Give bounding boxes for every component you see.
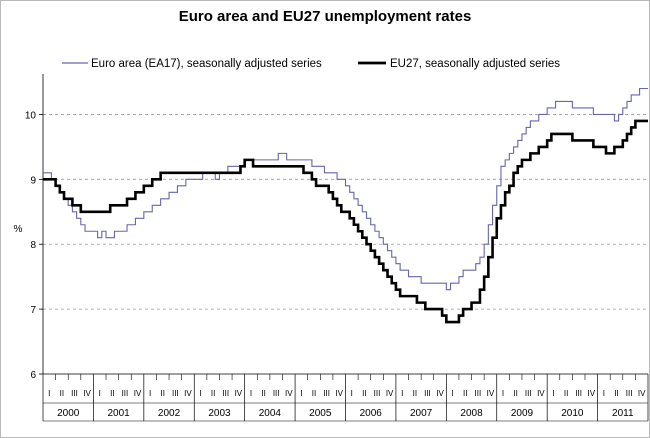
quarter-label: II: [362, 389, 366, 398]
quarter-label: I: [401, 389, 403, 398]
quarter-label: IV: [436, 389, 444, 398]
y-tick-label: 10: [25, 110, 37, 121]
quarter-label: IV: [588, 389, 596, 398]
quarter-label: I: [452, 389, 454, 398]
year-label: 2010: [561, 408, 584, 419]
year-label: 2000: [57, 408, 80, 419]
year-label: 2009: [511, 408, 534, 419]
quarter-label: IV: [487, 389, 495, 398]
quarter-label: II: [60, 389, 64, 398]
quarter-label: II: [614, 389, 618, 398]
quarter-label: I: [502, 389, 504, 398]
quarter-label: III: [525, 389, 532, 398]
series-line-eu27: [43, 119, 648, 324]
quarter-label: II: [413, 389, 417, 398]
quarter-label: III: [575, 389, 582, 398]
quarter-label: I: [149, 389, 151, 398]
year-label: 2011: [612, 408, 634, 419]
y-tick-label: 9: [30, 175, 36, 186]
quarter-label: II: [261, 389, 265, 398]
quarter-label: III: [626, 389, 633, 398]
year-label: 2005: [309, 408, 332, 419]
quarter-label: II: [110, 389, 114, 398]
quarter-label: II: [564, 389, 568, 398]
legend: Euro area (EA17), seasonally adjusted se…: [62, 58, 560, 70]
quarter-label: III: [172, 389, 179, 398]
quarter-label: III: [374, 389, 381, 398]
quarter-label: IV: [638, 389, 646, 398]
quarter-label: III: [71, 389, 78, 398]
y-tick-label: 8: [30, 240, 36, 251]
quarter-label: II: [161, 389, 165, 398]
quarter-label: I: [48, 389, 50, 398]
quarter-label: III: [122, 389, 129, 398]
year-label: 2001: [108, 408, 131, 419]
y-tick-label: 6: [30, 370, 36, 381]
y-tick-label: 7: [30, 305, 36, 316]
year-label: 2003: [208, 408, 231, 419]
quarter-label: I: [250, 389, 252, 398]
legend-label-euro-area: Euro area (EA17), seasonally adjusted se…: [91, 58, 322, 70]
y-axis-label: %: [14, 224, 23, 235]
quarter-label: III: [475, 389, 482, 398]
quarter-label: I: [300, 389, 302, 398]
series-lines: [43, 87, 648, 324]
year-label: 2002: [158, 408, 181, 419]
quarter-label: I: [99, 389, 101, 398]
quarter-label: I: [351, 389, 353, 398]
legend-label-eu27: EU27, seasonally adjusted series: [390, 58, 560, 70]
y-axis: 6 7 8 9 10: [25, 74, 44, 381]
year-label: 2007: [410, 408, 433, 419]
quarter-label: I: [552, 389, 554, 398]
quarter-label: IV: [285, 389, 293, 398]
chart-title: Euro area and EU27 unemployment rates: [178, 8, 472, 25]
series-line-euro-area: [43, 87, 648, 291]
quarter-label: III: [424, 389, 431, 398]
quarter-label: II: [463, 389, 467, 398]
quarter-label: IV: [184, 389, 192, 398]
quarter-label: IV: [386, 389, 394, 398]
quarter-label: I: [199, 389, 201, 398]
quarter-label: IV: [83, 389, 91, 398]
year-label: 2006: [360, 408, 383, 419]
quarter-label: IV: [134, 389, 142, 398]
quarter-label: I: [603, 389, 605, 398]
quarter-label: II: [312, 389, 316, 398]
year-label: 2004: [259, 408, 282, 419]
quarter-label: IV: [335, 389, 343, 398]
quarter-label: III: [323, 389, 330, 398]
year-label: 2008: [460, 408, 483, 419]
quarter-label: IV: [235, 389, 243, 398]
quarter-label: IV: [537, 389, 545, 398]
quarter-label: III: [273, 389, 280, 398]
quarter-label: III: [222, 389, 229, 398]
quarter-label: II: [513, 389, 517, 398]
quarter-label: II: [211, 389, 215, 398]
